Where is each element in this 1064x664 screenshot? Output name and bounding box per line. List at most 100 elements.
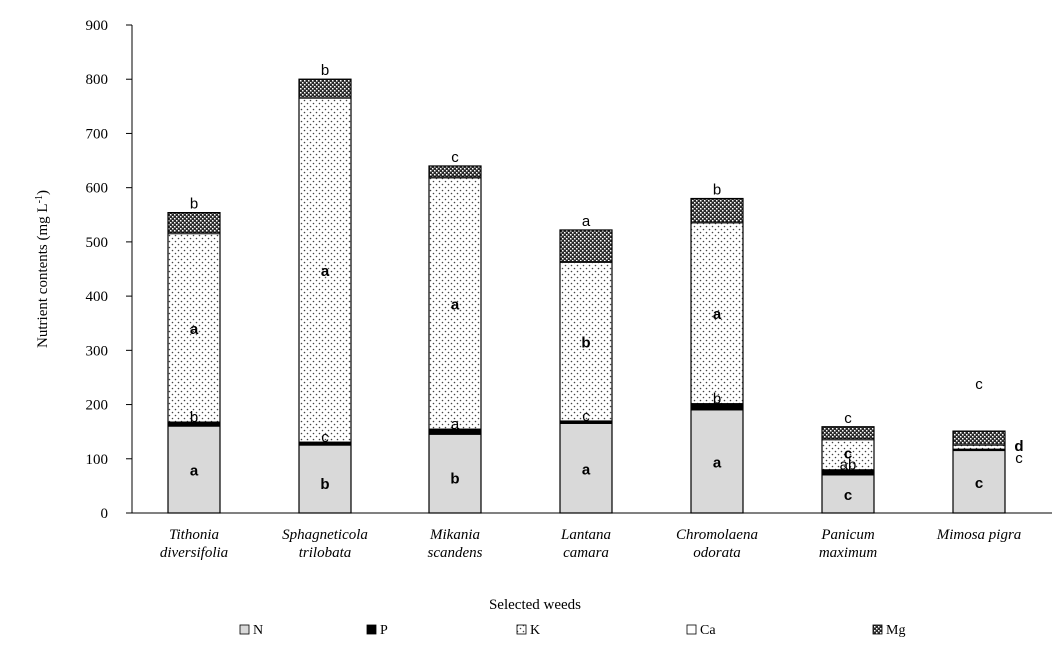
y-tick-label: 800 [86,72,109,88]
y-axis-title-main: Nutrient contents (mg L [35,203,51,348]
bar-segment-k [821,439,875,471]
letter-k: b [581,335,590,352]
y-axis-ticks: 0 100 200 300 400 500 600 700 800 900 [86,18,132,522]
x-category-label: Lantana camara [560,527,611,561]
legend: N P K Ca Mg [239,623,905,638]
letter-p: c [321,429,329,446]
letter-p: b [713,390,721,407]
bar-segment-mg [167,212,221,234]
letter-mg: b [321,62,329,79]
bar-stack: a a b b [690,182,744,514]
y-axis-title-sup: -1 [34,195,45,203]
x-category-label: Tithonia diversifolia [160,527,228,561]
y-tick-label: 400 [86,289,109,305]
bar-stack: a a b b [167,196,221,514]
letter-p: c [582,408,590,425]
x-category-label-line: Chromolaena [676,527,758,543]
letter-k: a [451,296,460,313]
y-tick-label: 500 [86,235,109,251]
letter-mg: c [451,149,459,166]
y-tick-label: 300 [86,343,109,359]
bar-outline [428,165,482,514]
bar-segment-n [428,433,482,514]
letter-n: c [975,475,983,492]
x-category-label-line: Sphagneticola [282,527,368,543]
legend-swatch-mg [872,624,883,635]
x-axis-title: Selected weeds [489,597,581,613]
bar-segment-k [298,97,352,443]
x-category-label: Panicum maximum [819,527,877,561]
bar-segment-n [821,474,875,514]
legend-label-mg: Mg [886,623,905,638]
letter-k: a [321,263,330,280]
letter-p: a [451,416,460,433]
bar-segment-n [690,409,744,514]
y-tick-label: 0 [101,506,109,522]
x-category-label-line: odorata [693,545,741,561]
letter-k: c [844,446,852,463]
letter-p: ab [840,457,857,474]
bar-outline [167,212,221,514]
bar-segment-mg [428,165,482,178]
legend-swatch-p [366,624,377,635]
legend-label-ca: Ca [700,623,716,638]
y-tick-label: 100 [86,452,109,468]
x-category-label-line: trilobata [299,545,352,561]
bar-segment-n [167,425,221,514]
x-category-label-line: diversifolia [160,545,228,561]
y-tick-label: 900 [86,18,109,34]
y-tick-label: 700 [86,126,109,142]
bar-segment-mg [952,430,1006,445]
x-category-label-line: Panicum [820,527,874,543]
x-category-label-line: Mimosa pigra [936,527,1022,543]
letter-n: b [320,476,329,493]
letter-p: c [1015,450,1023,467]
x-category-label: Sphagneticola trilobata [282,527,368,561]
y-tick-label: 200 [86,398,109,414]
bar-outline [821,426,875,514]
bar-segment-mg [298,78,352,98]
bar-outline [298,78,352,514]
bar-segment-mg [821,426,875,440]
bar-segment-n [559,423,613,514]
bar-outline [559,229,613,514]
x-axis-category-labels: Tithonia diversifolia Sphagneticola triloba… [160,527,1021,561]
letter-n: b [450,471,459,488]
letter-n: a [582,461,591,478]
bar-segment-mg [690,198,744,223]
letter-n: c [844,487,852,504]
x-category-label-line: Tithonia [169,527,219,543]
bar-segment-mg [559,229,613,262]
bar-segment-k [428,177,482,430]
legend-label-k: K [530,623,540,638]
letter-mg: b [190,196,198,213]
x-category-label-line: Lantana [560,527,611,543]
x-category-label-line: camara [563,545,609,561]
x-category-label-line: scandens [428,545,483,561]
letter-n: a [713,454,722,471]
bar-outline [952,430,1006,514]
letter-k: a [713,306,722,323]
letter-p: b [190,409,198,426]
bar-segment-k [559,262,613,422]
letter-mg: a [582,213,591,230]
legend-swatch-ca [686,624,697,635]
bar-stack: b a a c [428,149,482,514]
bar-segment-k [952,444,1006,450]
x-category-label: Chromolaena odorata [676,527,758,561]
x-category-label-line: maximum [819,545,877,561]
x-category-label-line: Mikania [429,527,480,543]
letter-k: a [190,321,199,338]
bar-outline [690,197,744,514]
bar-stack: a b c a [559,213,613,514]
letter-mg: b [713,182,721,199]
letter-mg: c [844,410,852,427]
y-axis-title-close: ) [35,190,51,195]
x-category-label: Mimosa pigra [936,527,1022,543]
y-tick-label: 600 [86,181,109,197]
